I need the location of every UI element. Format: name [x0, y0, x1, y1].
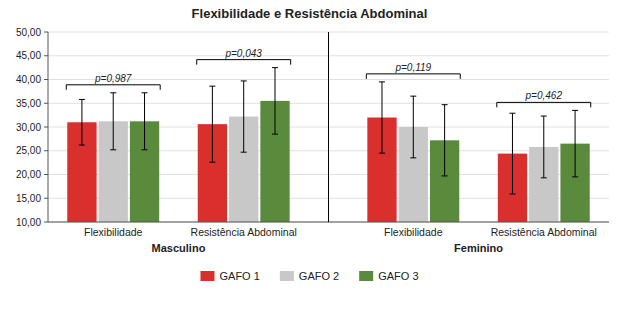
- error-cap: [209, 162, 215, 163]
- y-tick-label: 35,00: [16, 98, 41, 109]
- error-cap: [442, 175, 448, 176]
- error-stem: [144, 93, 145, 150]
- error-cap: [110, 149, 116, 150]
- group-label: Masculino: [152, 242, 206, 254]
- y-tick-label: 30,00: [16, 122, 41, 133]
- y-tick: [44, 174, 48, 175]
- error-cap: [379, 81, 385, 82]
- error-bar: [142, 93, 148, 150]
- error-cap: [410, 157, 416, 158]
- y-tick-label: 25,00: [16, 145, 41, 156]
- legend-label: GAFO 1: [219, 270, 259, 282]
- error-cap: [209, 86, 215, 87]
- error-cap: [541, 116, 547, 117]
- error-stem: [444, 105, 445, 176]
- y-axis: [48, 32, 49, 222]
- error-cap: [272, 67, 278, 68]
- error-bar: [410, 96, 416, 158]
- p-bracket: [66, 85, 160, 90]
- error-cap: [241, 152, 247, 153]
- error-stem: [381, 82, 382, 153]
- legend-swatch: [200, 271, 214, 281]
- error-bar: [110, 93, 116, 150]
- y-tick: [44, 32, 48, 33]
- error-bar: [272, 68, 278, 135]
- legend-swatch: [359, 271, 373, 281]
- error-bar: [541, 116, 547, 178]
- y-tick: [44, 79, 48, 80]
- y-tick: [44, 198, 48, 199]
- group-separator: [328, 32, 329, 222]
- error-cap: [509, 113, 515, 114]
- x-tick-label: Flexibilidade: [384, 226, 443, 238]
- chart-title: Flexibilidade e Resistência Abdominal: [192, 6, 428, 21]
- error-cap: [572, 110, 578, 111]
- p-value: p=0,043: [224, 48, 262, 59]
- error-stem: [212, 86, 213, 162]
- y-tick-label: 40,00: [16, 74, 41, 85]
- error-cap: [79, 99, 85, 100]
- error-bar: [379, 82, 385, 153]
- error-stem: [512, 113, 513, 194]
- error-cap: [379, 153, 385, 154]
- error-stem: [113, 93, 114, 150]
- error-stem: [575, 110, 576, 177]
- p-value: p=0,987: [94, 73, 132, 84]
- error-bar: [509, 113, 515, 194]
- y-tick: [44, 127, 48, 128]
- legend-label: GAFO 3: [378, 270, 418, 282]
- error-bar: [241, 81, 247, 152]
- group-label: Feminino: [454, 242, 503, 254]
- error-bar: [79, 99, 85, 145]
- p-bracket: [497, 102, 591, 107]
- error-cap: [541, 177, 547, 178]
- legend-swatch: [280, 271, 294, 281]
- error-bar: [442, 105, 448, 176]
- x-tick-label: Flexibilidade: [84, 226, 143, 238]
- legend: GAFO 1 GAFO 2 GAFO 3: [200, 270, 418, 282]
- x-tick-label: Resistência Abdominal: [491, 226, 597, 238]
- error-stem: [413, 96, 414, 158]
- y-tick: [44, 222, 48, 223]
- error-cap: [110, 92, 116, 93]
- error-cap: [410, 96, 416, 97]
- error-cap: [272, 134, 278, 135]
- y-tick: [44, 55, 48, 56]
- grid: [48, 32, 609, 222]
- error-stem: [543, 116, 544, 178]
- error-cap: [509, 193, 515, 194]
- y-tick: [44, 103, 48, 104]
- error-cap: [142, 149, 148, 150]
- error-stem: [243, 81, 244, 152]
- error-cap: [79, 145, 85, 146]
- y-tick-label: 15,00: [16, 193, 41, 204]
- y-tick-label: 20,00: [16, 169, 41, 180]
- error-bar: [572, 110, 578, 177]
- error-stem: [275, 68, 276, 135]
- p-value: p=0,462: [525, 90, 563, 101]
- y-tick-label: 45,00: [16, 50, 41, 61]
- x-tick-label: Resistência Abdominal: [191, 226, 297, 238]
- y-tick: [44, 150, 48, 151]
- error-cap: [241, 80, 247, 81]
- error-cap: [572, 176, 578, 177]
- error-stem: [81, 99, 82, 145]
- p-value: p=0,119: [394, 62, 431, 73]
- y-tick-label: 10,00: [16, 217, 41, 228]
- p-bracket: [197, 60, 291, 65]
- error-cap: [142, 92, 148, 93]
- y-tick-label: 50,00: [16, 27, 41, 38]
- legend-label: GAFO 2: [299, 270, 339, 282]
- error-bar: [209, 86, 215, 162]
- p-bracket: [366, 74, 460, 79]
- error-cap: [442, 104, 448, 105]
